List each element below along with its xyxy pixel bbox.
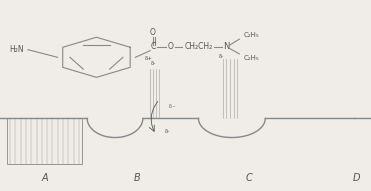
Text: C: C	[150, 42, 155, 51]
Text: N: N	[223, 42, 230, 51]
Text: C: C	[245, 173, 252, 183]
Text: CH₂CH₂: CH₂CH₂	[184, 42, 213, 51]
Text: B: B	[134, 173, 141, 183]
Text: A: A	[41, 173, 48, 183]
Text: δ-: δ-	[165, 129, 170, 134]
Text: H₂N: H₂N	[9, 45, 24, 54]
Bar	[7, 118, 82, 164]
Text: δ+: δ+	[144, 56, 152, 61]
Text: C₂H₅: C₂H₅	[244, 32, 259, 38]
Text: δ-: δ-	[219, 54, 224, 59]
Text: O: O	[150, 28, 156, 37]
Text: D: D	[352, 173, 360, 183]
Text: C₂H₅: C₂H₅	[244, 55, 259, 61]
Text: δ⋅⋅⋅: δ⋅⋅⋅	[169, 104, 176, 109]
Text: O: O	[168, 42, 174, 51]
Text: δ-: δ-	[151, 61, 156, 66]
